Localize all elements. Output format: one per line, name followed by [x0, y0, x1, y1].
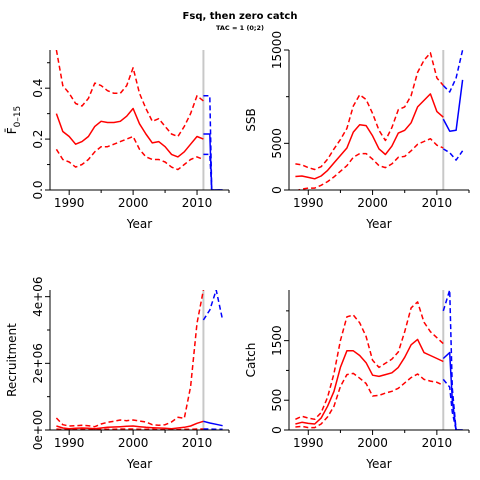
recruitment-y-tick-label: 0e+00: [31, 410, 45, 450]
ssb-x-label: Year: [365, 217, 391, 231]
ssb-series-historic-upper: [295, 52, 444, 171]
recruitment-x-tick-label: 2010: [182, 436, 213, 450]
ssb-y-tick-label: 0: [270, 186, 284, 194]
ssb-x-tick-label: 2010: [422, 196, 453, 210]
fbar-x-tick-label: 2000: [118, 196, 149, 210]
catch-series-historic-lower: [295, 372, 444, 429]
catch-x-tick-label: 2010: [422, 436, 453, 450]
fbar-x-tick-label: 2010: [182, 196, 213, 210]
ssb-series-projection-median: [442, 79, 464, 132]
ssb-series-projection-lower: [442, 148, 464, 161]
catch-series-historic-upper: [295, 301, 444, 421]
ssb-y-tick-label: 15000: [270, 31, 284, 69]
fbar-y-tick-label: 0.0: [31, 180, 45, 199]
ssb-series-historic-lower: [295, 137, 444, 190]
ssb-series-projection-upper: [442, 50, 464, 93]
recruitment-y-label: Recruitment: [5, 323, 19, 397]
catch-series-projection-upper: [442, 290, 463, 430]
figure-subtitle: TAC = 1 (0;2): [215, 24, 265, 32]
fbar-series-historic-median: [55, 107, 204, 158]
recruitment-series-projection-upper: [202, 290, 224, 321]
recruitment-x-tick-label: 1990: [54, 436, 85, 450]
catch-y-label: Catch: [244, 343, 258, 378]
catch-y-tick-label: 500: [270, 389, 284, 412]
recruitment-y-tick-label: 4e+06: [31, 276, 45, 316]
fbar-series-historic-lower: [55, 135, 204, 171]
catch-x-tick-label: 2000: [357, 436, 388, 450]
ssb-y-tick-label: 5000: [270, 128, 284, 159]
recruitment-series-historic-median: [56, 420, 204, 430]
catch-x-tick-label: 1990: [293, 436, 324, 450]
recruitment-x-tick-label: 2000: [118, 436, 149, 450]
fbar-y-label-subscript: 0–15: [13, 106, 23, 128]
fbar-series-projection-lower: [203, 153, 223, 190]
figure-title: Fsq, then zero catch: [182, 11, 298, 22]
fbar-series-historic-upper: [55, 50, 204, 138]
fbar-series-projection-median: [203, 133, 223, 190]
catch-series-historic-median: [295, 338, 444, 425]
recruitment-x-label: Year: [126, 457, 152, 471]
catch-y-tick-label: 1500: [270, 325, 284, 356]
fbar-x-label: Year: [126, 217, 152, 231]
recruitment-series-historic-upper: [55, 290, 205, 428]
fbar-y-tick-label: 0.4: [31, 79, 45, 98]
catch-x-label: Year: [365, 457, 391, 471]
fbar-series-projection-upper: [203, 95, 223, 190]
ssb-y-label: SSB: [244, 108, 258, 131]
ssb-series-historic-median: [295, 93, 444, 180]
catch-series-projection-lower: [442, 378, 463, 430]
recruitment-y-tick-label: 2e+06: [31, 343, 45, 383]
catch-series-projection-median: [442, 351, 463, 430]
fbar-x-tick-label: 1990: [54, 196, 85, 210]
recruitment-series-projection-median: [203, 420, 223, 427]
catch-y-tick-label: 0: [270, 426, 284, 434]
fbar-y-tick-label: 0.2: [31, 130, 45, 149]
ssb-x-tick-label: 2000: [357, 196, 388, 210]
ssb-x-tick-label: 1990: [293, 196, 324, 210]
